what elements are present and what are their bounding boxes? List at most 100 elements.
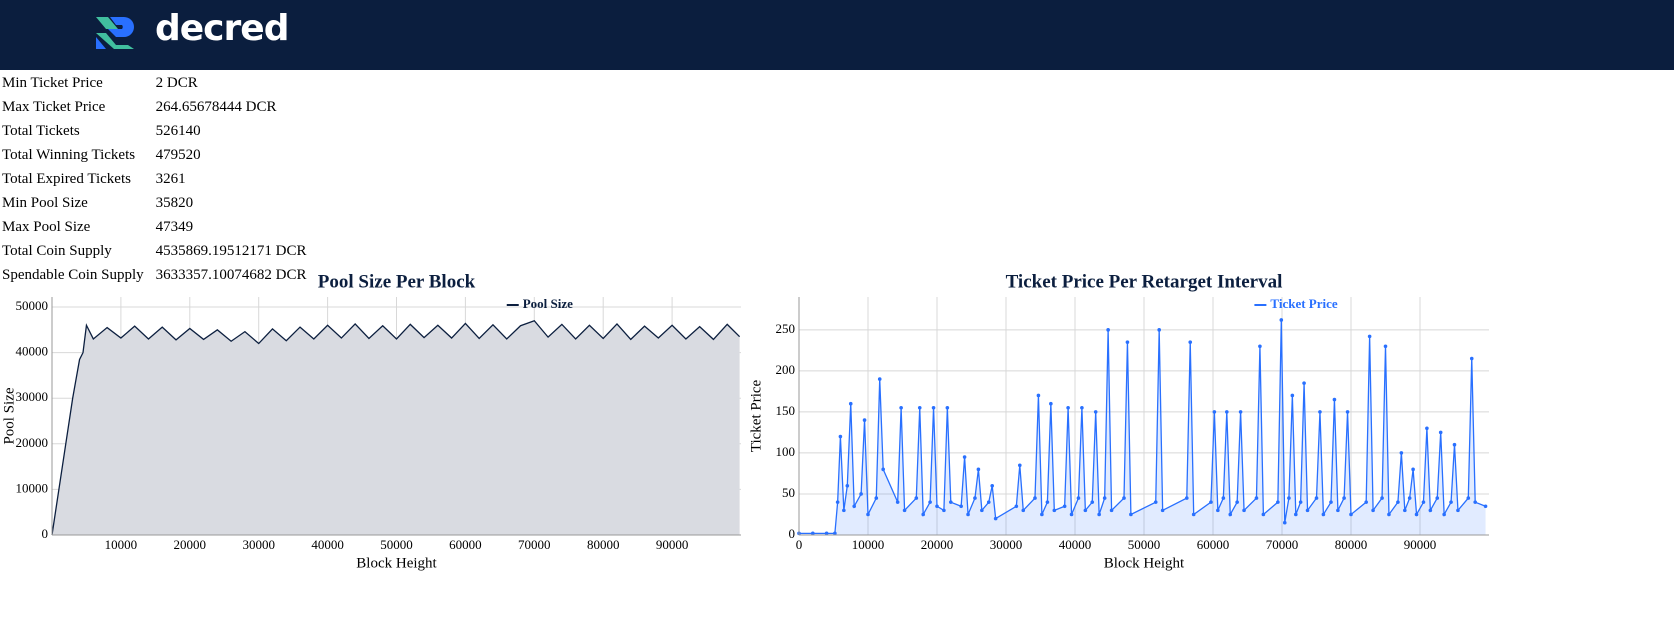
stat-value: 264.65678444 DCR — [155, 99, 277, 115]
x-axis-label: Block Height — [1104, 555, 1185, 571]
marker — [931, 405, 936, 410]
marker — [1287, 496, 1291, 500]
marker — [1380, 496, 1384, 500]
marker — [1411, 467, 1415, 472]
y-tick-label: 250 — [776, 321, 796, 336]
marker — [1153, 500, 1158, 504]
marker — [1345, 410, 1350, 414]
marker — [1425, 426, 1429, 431]
marker — [928, 500, 932, 504]
y-axis-label: Ticket Price — [748, 379, 764, 452]
marker — [1160, 508, 1165, 513]
stats-row: Min Ticket Price 2 DCR — [0, 71, 309, 95]
y-tick-label: 150 — [776, 403, 796, 418]
marker — [1483, 504, 1488, 509]
marker — [986, 500, 991, 504]
marker — [1062, 504, 1067, 509]
marker — [833, 531, 837, 536]
marker — [1342, 496, 1346, 500]
marker — [973, 496, 977, 500]
y-tick-label: 0 — [42, 526, 49, 541]
marker — [1254, 496, 1259, 500]
marker — [1364, 500, 1368, 504]
marker — [921, 512, 925, 517]
stat-value: 2 DCR — [155, 75, 198, 91]
x-tick-label: 10000 — [105, 537, 138, 552]
marker — [1403, 508, 1407, 513]
marker — [1125, 340, 1130, 344]
legend-label: Pool Size — [523, 296, 573, 311]
marker — [993, 516, 998, 521]
stats-row: Total Tickets 526140 — [0, 119, 309, 143]
marker — [945, 405, 950, 410]
marker — [1438, 430, 1443, 435]
marker — [902, 508, 907, 513]
marker — [1221, 496, 1226, 500]
x-tick-label: 60000 — [1197, 537, 1230, 552]
marker — [1449, 500, 1453, 504]
header: decred — [0, 0, 1674, 70]
x-tick-label: 40000 — [1059, 537, 1092, 552]
marker — [917, 405, 922, 410]
x-tick-label: 40000 — [311, 537, 344, 552]
marker — [1318, 410, 1322, 414]
marker — [1157, 328, 1161, 332]
marker — [1209, 500, 1213, 504]
marker — [990, 483, 994, 488]
marker — [1109, 508, 1114, 513]
y-tick-label: 40000 — [16, 344, 49, 359]
marker — [866, 512, 870, 517]
marker — [1452, 442, 1457, 447]
marker — [1321, 512, 1326, 517]
marker — [1191, 512, 1196, 517]
stat-value: 47349 — [155, 219, 194, 235]
marker — [1314, 496, 1319, 500]
marker — [1329, 500, 1333, 504]
line — [799, 319, 1486, 535]
marker — [1076, 496, 1081, 500]
marker — [1302, 381, 1306, 385]
stat-label: Total Expired Tickets — [2, 171, 131, 187]
y-tick-label: 100 — [776, 444, 796, 459]
marker — [852, 504, 856, 509]
marker — [1435, 496, 1440, 500]
x-tick-label: 30000 — [242, 537, 275, 552]
marker — [1018, 463, 1022, 468]
marker — [1387, 512, 1391, 517]
x-axis-label: Block Height — [356, 555, 437, 571]
marker — [1090, 500, 1095, 504]
marker — [1021, 508, 1026, 513]
marker — [1036, 393, 1041, 398]
marker — [1225, 410, 1229, 414]
stat-label: Min Ticket Price — [2, 75, 103, 91]
stats-table: Min Ticket Price 2 DCR Max Ticket Price 264… — [0, 71, 309, 287]
stat-label: Max Ticket Price — [2, 99, 106, 115]
chart-title: Ticket Price Per Retarget Interval — [1006, 271, 1283, 292]
legend-label: Ticket Price — [1270, 296, 1337, 311]
stat-label: Min Pool Size — [2, 195, 88, 211]
marker — [1102, 496, 1107, 500]
marker — [962, 455, 967, 459]
marker — [1184, 496, 1189, 500]
marker — [1473, 500, 1477, 504]
marker — [1349, 512, 1353, 517]
marker — [1442, 512, 1446, 517]
marker — [1066, 405, 1070, 410]
marker — [1045, 500, 1050, 504]
marker — [935, 504, 939, 509]
marker — [1407, 496, 1412, 500]
marker — [1298, 500, 1303, 504]
marker — [1421, 500, 1426, 504]
logo-text: decred — [155, 8, 289, 49]
marker — [1258, 344, 1262, 349]
y-tick-label: 20000 — [16, 435, 49, 450]
marker — [1129, 512, 1133, 517]
x-tick-label: 10000 — [852, 537, 885, 552]
marker — [959, 504, 963, 509]
marker — [1456, 508, 1460, 513]
area — [52, 320, 740, 535]
x-tick-label: 20000 — [921, 537, 954, 552]
stat-value: 3261 — [155, 171, 186, 187]
x-tick-label: 30000 — [990, 537, 1023, 552]
marker — [838, 434, 843, 439]
